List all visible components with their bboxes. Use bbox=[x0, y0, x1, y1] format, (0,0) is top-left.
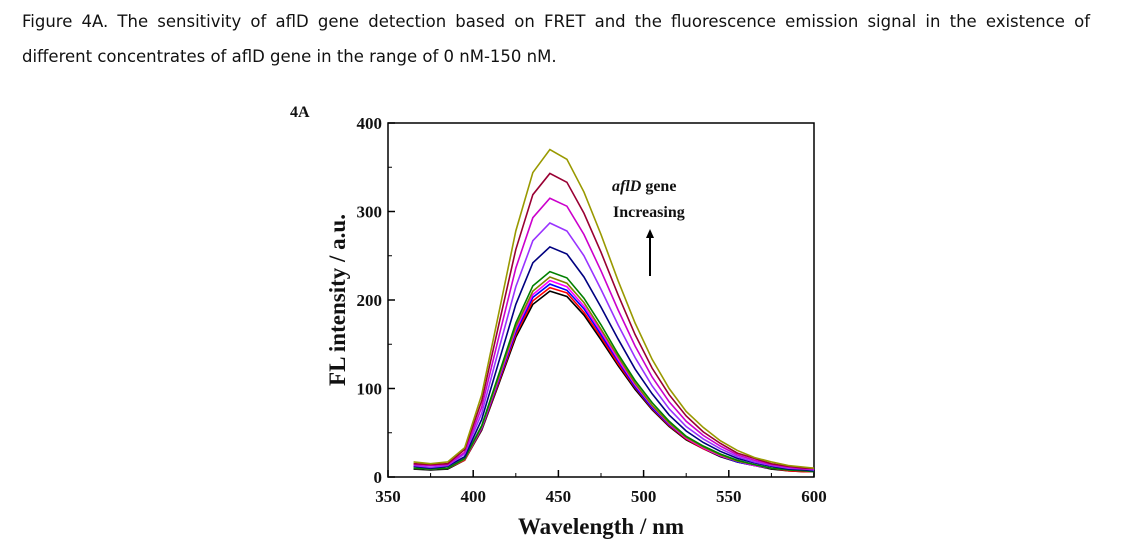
x-tick-label: 400 bbox=[460, 487, 486, 506]
panel-label: 4A bbox=[290, 104, 310, 121]
arrow-head bbox=[646, 229, 654, 238]
spectrum-line bbox=[413, 197, 814, 470]
y-tick-label: 0 bbox=[374, 468, 383, 487]
x-tick-label: 600 bbox=[801, 487, 827, 506]
x-tick-label: 550 bbox=[716, 487, 742, 506]
annotation-italic: aflD bbox=[612, 178, 642, 195]
x-tick-label: 500 bbox=[631, 487, 657, 506]
x-tick-label: 350 bbox=[375, 487, 401, 506]
y-tick-label: 200 bbox=[357, 291, 383, 310]
caption-label: Figure 4A bbox=[22, 12, 104, 31]
y-tick-label: 100 bbox=[357, 380, 383, 399]
caption: Figure 4A. The sensitivity of aflD gene … bbox=[22, 4, 1090, 74]
spectrum-line bbox=[413, 148, 815, 469]
annotation-line2: Increasing bbox=[613, 204, 685, 221]
y-tick-label: 300 bbox=[357, 203, 383, 222]
x-axis-label: Wavelength / nm bbox=[518, 514, 684, 539]
spectrum-line bbox=[413, 172, 814, 469]
annotation: aflD gene bbox=[612, 178, 676, 195]
spectrum-line bbox=[413, 222, 815, 471]
spectrum-line bbox=[413, 245, 815, 472]
spectrum-line bbox=[413, 270, 815, 473]
caption-text: . The sensitivity of aflD gene detection… bbox=[22, 12, 1090, 66]
annotation-rest: gene bbox=[641, 178, 676, 195]
y-tick-label: 400 bbox=[357, 114, 383, 133]
plot-frame bbox=[387, 122, 815, 478]
x-tick-label: 450 bbox=[546, 487, 572, 506]
y-axis-label: FL intensity / a.u. bbox=[325, 214, 350, 386]
